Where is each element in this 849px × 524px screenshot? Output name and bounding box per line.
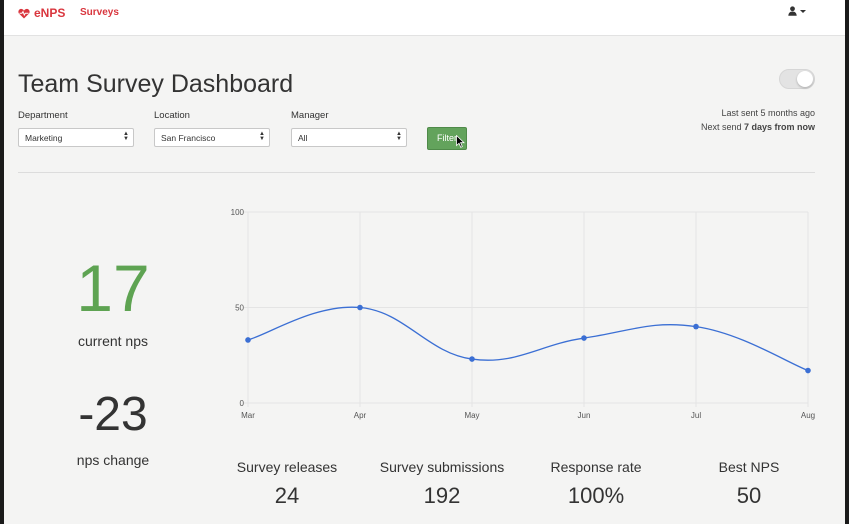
next-send-text: Next send 7 days from now	[700, 122, 815, 132]
brand-logo[interactable]: eNPS	[18, 6, 65, 20]
page-title: Team Survey Dashboard	[18, 70, 294, 98]
x-tick-label: Apr	[354, 411, 367, 420]
nav-surveys-link[interactable]: Surveys	[80, 7, 119, 18]
select-arrows-icon: ▲ ▼	[123, 131, 129, 142]
department-label: Department	[18, 110, 68, 121]
select-arrows-icon: ▲ ▼	[259, 131, 265, 142]
nps-change-value: -23	[78, 388, 148, 441]
stat-response-rate: Response rate 100%	[531, 459, 661, 509]
stat-value: 24	[274, 483, 300, 508]
stat-label: Survey submissions	[379, 459, 505, 475]
user-menu[interactable]	[788, 6, 806, 16]
stat-label: Best NPS	[718, 459, 780, 475]
data-point	[693, 323, 699, 330]
department-filter: Department Marketing ▲ ▼	[18, 110, 134, 147]
stat-label: Survey releases	[236, 459, 338, 475]
mouse-cursor-icon	[456, 135, 465, 148]
toggle-switch[interactable]	[779, 69, 815, 89]
data-point	[357, 304, 363, 311]
brand-name: eNPS	[34, 6, 66, 20]
location-filter: Location San Francisco ▲ ▼	[154, 110, 270, 147]
manager-select[interactable]: All ▲ ▼	[291, 128, 407, 147]
heart-icon	[18, 8, 30, 18]
nps-change-label: nps change	[76, 452, 150, 468]
last-sent-text: Last sent 5 months ago	[721, 108, 815, 118]
chevron-down-icon	[800, 9, 806, 13]
series-line	[247, 306, 809, 372]
x-tick-label: Aug	[801, 411, 815, 420]
y-tick-label: 100	[231, 208, 245, 217]
x-tick-label: Mar	[241, 411, 255, 420]
data-point	[245, 337, 251, 343]
stat-survey-releases: Survey releases 24	[222, 459, 352, 509]
current-nps-value: 17	[76, 251, 150, 325]
x-tick-label: May	[464, 411, 479, 420]
select-arrows-icon: ▲ ▼	[396, 131, 402, 142]
manager-label: Manager	[291, 110, 329, 121]
x-tick-label: Jun	[578, 411, 591, 420]
stat-label: Response rate	[550, 459, 642, 475]
send-info: Last sent 5 months ago Next send 7 days …	[701, 106, 815, 134]
stat-value: 192	[423, 483, 461, 508]
data-point	[805, 367, 811, 374]
stat-best-nps: Best NPS 50	[684, 459, 814, 509]
y-tick-label: 50	[235, 304, 244, 313]
navbar: eNPS Surveys	[4, 0, 845, 36]
data-point	[581, 335, 587, 341]
user-icon	[788, 6, 797, 16]
manager-filter: Manager All ▲ ▼	[291, 110, 407, 147]
stat-value: 100%	[567, 483, 625, 508]
location-label: Location	[154, 110, 190, 121]
next-send-value: 7 days from now	[743, 122, 815, 132]
current-nps-label: current nps	[77, 333, 149, 349]
app-window: eNPS Surveys Team Survey Dashboard Last …	[4, 0, 845, 524]
section-divider	[18, 172, 815, 173]
location-select[interactable]: San Francisco ▲ ▼	[154, 128, 270, 147]
stat-value: 50	[736, 483, 762, 508]
data-point	[469, 356, 475, 362]
x-tick-label: Jul	[691, 411, 701, 420]
nps-line-chart: 0 50 100 Mar Apr May Jun Jul Aug	[231, 208, 815, 420]
department-select[interactable]: Marketing ▲ ▼	[18, 128, 134, 147]
y-tick-label: 0	[240, 399, 245, 408]
toggle-knob	[797, 71, 813, 87]
stat-survey-submissions: Survey submissions 192	[372, 459, 512, 509]
